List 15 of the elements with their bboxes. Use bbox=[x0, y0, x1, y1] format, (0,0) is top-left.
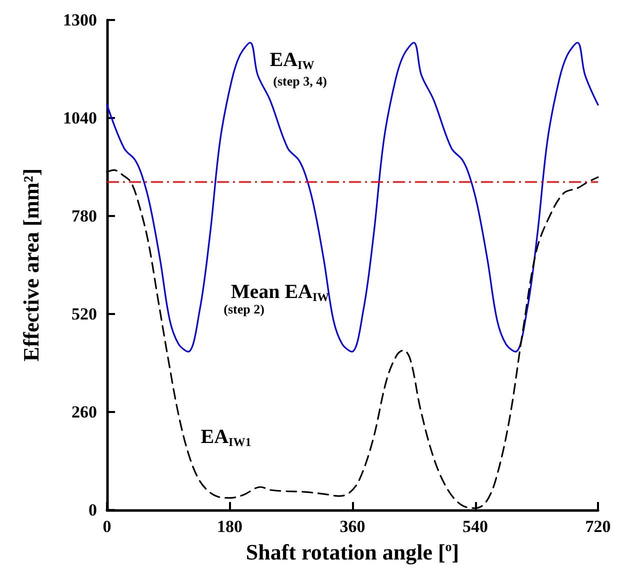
annotation: (step 3, 4) bbox=[273, 74, 327, 88]
y-tick-label: 780 bbox=[72, 206, 97, 226]
y-tick-label: 520 bbox=[72, 304, 97, 324]
y-axis-title: Effective area [mm²] bbox=[18, 168, 44, 362]
y-tick-label: 1300 bbox=[63, 10, 97, 30]
x-tick-label: 360 bbox=[340, 517, 366, 536]
y-tick-label: 260 bbox=[72, 402, 97, 422]
x-tick-label: 720 bbox=[585, 517, 611, 536]
line-series bbox=[106, 42, 599, 352]
y-tick-label: 1040 bbox=[63, 108, 97, 128]
x-tick-label: 540 bbox=[462, 517, 488, 536]
x-tick-label: 180 bbox=[217, 517, 242, 536]
x-tick-label: 0 bbox=[102, 517, 112, 536]
y-tick-label: 0 bbox=[88, 500, 97, 520]
annotation: (step 2) bbox=[224, 302, 264, 316]
